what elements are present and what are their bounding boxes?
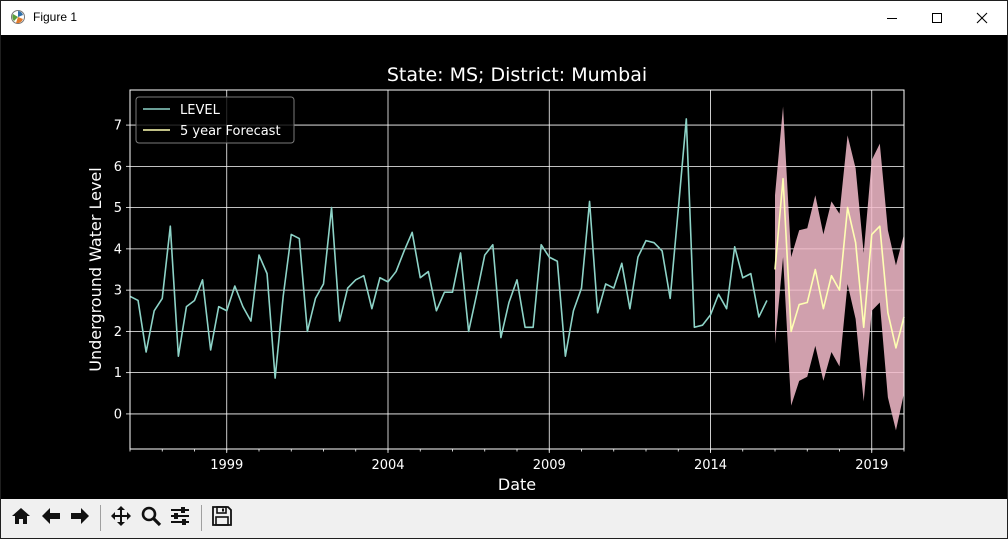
x-tick-label: 2014 — [694, 458, 727, 473]
series-line-level — [129, 118, 768, 379]
forecast-confidence-band — [775, 106, 904, 431]
figure-canvas: 0 1 2 3 4 5 6 7 1999 2004 2009 2014 2019 State: MS; D… — [3, 35, 1005, 499]
back-button[interactable] — [38, 505, 64, 531]
maximize-button[interactable] — [914, 1, 960, 35]
forward-button[interactable] — [67, 505, 93, 531]
configure-subplots-button[interactable] — [167, 505, 193, 531]
floppy-disk-icon — [211, 505, 233, 531]
chart-title: State: MS; District: Mumbai — [387, 64, 647, 86]
toolbar-separator — [100, 505, 101, 531]
save-button[interactable] — [209, 505, 235, 531]
minimize-icon — [886, 9, 898, 28]
legend: LEVEL 5 year Forecast — [135, 96, 295, 144]
y-tick-label: 4 — [114, 242, 122, 257]
navigation-toolbar — [1, 499, 1007, 538]
legend-label: 5 year Forecast — [180, 124, 281, 139]
y-axis-label: Underground Water Level — [86, 167, 105, 371]
minimize-button[interactable] — [869, 1, 915, 35]
y-tick-label: 3 — [114, 284, 122, 299]
x-tick-label: 2004 — [371, 458, 404, 473]
pan-button[interactable] — [108, 505, 134, 531]
window-title: Figure 1 — [33, 10, 78, 24]
arrow-right-icon — [69, 505, 91, 531]
y-tick-label: 7 — [114, 119, 122, 134]
y-tick-label: 1 — [114, 366, 122, 381]
magnifier-icon — [140, 505, 162, 531]
home-button[interactable] — [8, 505, 34, 531]
y-tick-label: 6 — [114, 160, 122, 175]
close-icon — [976, 9, 988, 28]
home-icon — [10, 505, 32, 531]
maximize-icon — [931, 9, 943, 28]
x-tick-label: 2009 — [533, 458, 566, 473]
series-line-forecast — [774, 177, 905, 349]
title-bar: Figure 1 — [1, 1, 1007, 35]
x-tick-label: 2019 — [855, 458, 888, 473]
axes-frame — [129, 89, 905, 450]
legend-label: LEVEL — [180, 103, 221, 118]
line-chart: 0 1 2 3 4 5 6 7 1999 2004 2009 2014 2019 State: MS; D… — [86, 64, 905, 494]
zoom-button[interactable] — [138, 505, 164, 531]
y-tick-label: 0 — [114, 407, 122, 422]
y-tick-label: 5 — [114, 201, 122, 216]
legend-frame — [135, 96, 295, 144]
matplotlib-logo-icon — [10, 9, 26, 25]
close-button[interactable] — [959, 1, 1005, 35]
sliders-icon — [169, 505, 191, 531]
y-tick-label: 2 — [114, 325, 122, 340]
arrow-left-icon — [40, 505, 62, 531]
toolbar-separator — [201, 505, 202, 531]
move-icon — [110, 505, 132, 531]
x-tick-label: 1999 — [210, 458, 243, 473]
x-axis-label: Date — [498, 475, 536, 494]
